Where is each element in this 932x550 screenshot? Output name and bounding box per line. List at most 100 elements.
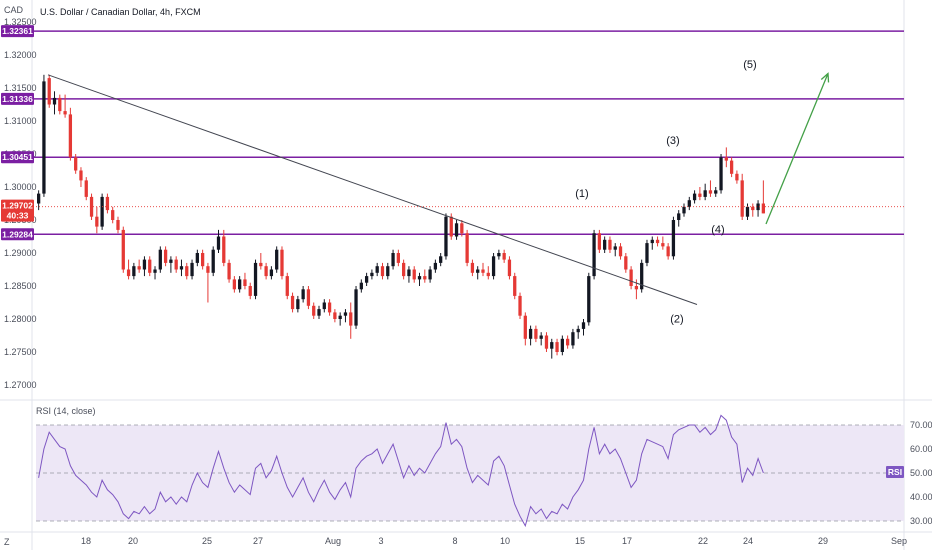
candle bbox=[714, 187, 718, 197]
candle-body bbox=[322, 302, 326, 310]
candle-body bbox=[581, 322, 586, 329]
level-price-tag bbox=[1, 25, 34, 38]
candle-body bbox=[428, 269, 432, 280]
candle-body bbox=[52, 97, 57, 105]
candle-body bbox=[227, 262, 231, 280]
candle bbox=[200, 249, 205, 270]
candle-body bbox=[174, 259, 178, 270]
candle bbox=[216, 229, 221, 253]
wave-labels: (1) (2) (3) (4) (5) bbox=[575, 59, 756, 325]
candle-body bbox=[74, 157, 78, 171]
candle-body bbox=[296, 299, 300, 310]
candle-body bbox=[79, 170, 83, 181]
chart-drawings[interactable] bbox=[47, 72, 830, 305]
candle-body bbox=[343, 312, 348, 316]
candle bbox=[248, 282, 252, 300]
price-tick-label: 1.31500 bbox=[4, 83, 37, 93]
candle bbox=[597, 229, 602, 253]
elliott-wave-label: (5) bbox=[743, 59, 756, 71]
candle-body bbox=[714, 190, 718, 194]
candle-body bbox=[518, 295, 522, 316]
candle-body bbox=[729, 160, 734, 174]
candle bbox=[692, 190, 697, 204]
candle-body bbox=[576, 328, 580, 333]
rsi-label: RSI (14, close) bbox=[36, 406, 96, 416]
candle bbox=[327, 299, 332, 316]
price-tick-label: 1.32500 bbox=[4, 17, 37, 27]
candle bbox=[655, 236, 660, 247]
candle-body bbox=[507, 259, 512, 277]
candle-body bbox=[407, 269, 411, 277]
candle-body bbox=[386, 266, 390, 277]
candle bbox=[407, 266, 411, 283]
rsi-level-lines: 70.00 60.00 50.00 40.00 30.00 bbox=[36, 420, 932, 526]
candle bbox=[687, 196, 691, 211]
candle bbox=[79, 167, 83, 187]
candle-body bbox=[491, 256, 496, 277]
candle bbox=[243, 272, 247, 290]
candle-body bbox=[232, 279, 237, 290]
candle bbox=[502, 249, 506, 263]
candle-body bbox=[396, 253, 400, 263]
candle bbox=[111, 206, 115, 224]
candle-body bbox=[687, 200, 691, 207]
candle-body bbox=[735, 173, 739, 181]
rsi-tick-label: 50.00 bbox=[910, 468, 932, 478]
candle-body bbox=[158, 249, 162, 270]
candle bbox=[640, 259, 644, 293]
candle-body bbox=[84, 180, 88, 197]
candle-body bbox=[58, 97, 62, 112]
horizontal-levels[interactable]: 1.32361 1.31336 1.30451 1.29284 bbox=[1, 25, 904, 241]
candle-body bbox=[412, 269, 416, 280]
candle-body bbox=[317, 309, 321, 316]
candle bbox=[539, 332, 543, 346]
candle bbox=[433, 259, 438, 273]
candle-body bbox=[285, 276, 289, 296]
candle bbox=[317, 305, 321, 319]
descending-trendline[interactable] bbox=[47, 74, 698, 305]
candle bbox=[666, 243, 670, 260]
candle bbox=[301, 286, 305, 303]
candle-body bbox=[423, 276, 427, 280]
candle-body bbox=[587, 276, 591, 323]
candle-body bbox=[216, 236, 221, 250]
candle bbox=[343, 309, 348, 323]
time-tick-label: Sep bbox=[891, 536, 907, 546]
candle-body bbox=[751, 206, 755, 211]
candle-body bbox=[338, 315, 342, 319]
candle bbox=[729, 157, 734, 178]
candle bbox=[391, 249, 395, 270]
candle bbox=[264, 262, 268, 280]
price-tick-label: 1.32000 bbox=[4, 50, 37, 60]
candle-body bbox=[671, 220, 676, 257]
rsi-line bbox=[38, 414, 764, 528]
candle-body bbox=[190, 262, 194, 277]
candle-body bbox=[163, 249, 168, 263]
candle bbox=[58, 94, 62, 115]
candle-body bbox=[179, 266, 184, 270]
candle-body bbox=[502, 253, 506, 260]
candle bbox=[460, 220, 464, 237]
candle bbox=[195, 249, 199, 267]
level-price-tag bbox=[1, 92, 34, 105]
candle bbox=[185, 262, 189, 280]
candle-body bbox=[724, 157, 728, 161]
candle bbox=[259, 253, 263, 270]
target-arrow-shaft[interactable] bbox=[765, 73, 829, 225]
candle bbox=[179, 259, 184, 277]
candle bbox=[364, 272, 369, 286]
candle bbox=[486, 266, 490, 280]
candle-body bbox=[206, 266, 210, 273]
candle-body bbox=[42, 81, 46, 194]
candle-body bbox=[126, 269, 131, 277]
level-price-label: 1.31336 bbox=[2, 94, 33, 104]
candle bbox=[222, 229, 226, 267]
candle-body bbox=[37, 193, 41, 204]
candle bbox=[296, 295, 300, 313]
candle-body bbox=[185, 266, 189, 277]
candle bbox=[703, 183, 707, 201]
candle-body bbox=[560, 338, 564, 352]
candle bbox=[280, 246, 284, 280]
